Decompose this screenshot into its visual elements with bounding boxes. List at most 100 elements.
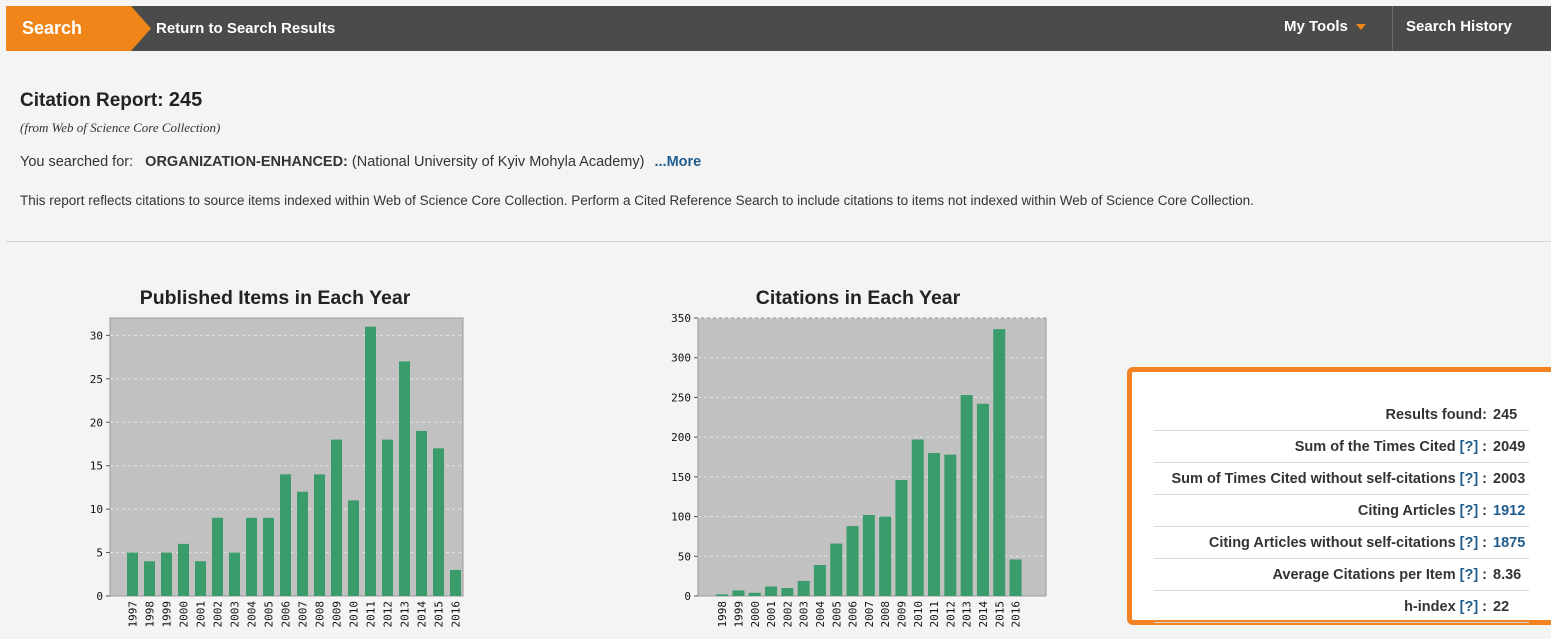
searched-value: (National University of Kyiv Mohyla Acad… [351, 154, 645, 170]
x-tick-label-2013: 2013 [399, 601, 412, 628]
stat-label: Results found: [1385, 406, 1488, 423]
citation-stats-table: Results found: 245 Sum of the Times Cited[… [1154, 399, 1529, 623]
bar-2016 [1009, 559, 1022, 596]
x-tick-label-2001: 2001 [195, 601, 208, 628]
bar-2012 [944, 454, 957, 596]
y-tick-label: 10 [90, 503, 103, 516]
x-tick-label-2016: 2016 [1010, 601, 1023, 628]
x-tick-label-2012: 2012 [944, 601, 957, 628]
search-history-link[interactable]: Search History [1406, 18, 1512, 35]
more-link[interactable]: ...More [654, 154, 702, 170]
help-link[interactable]: [?] [1459, 470, 1479, 487]
stat-value: 22 [1493, 598, 1510, 615]
x-tick-label-2010: 2010 [348, 601, 361, 628]
bar-2011 [365, 326, 376, 596]
stat-row: Results found: 245 [1154, 399, 1529, 431]
x-tick-label-1999: 1999 [161, 601, 174, 628]
x-tick-label-2010: 2010 [912, 601, 925, 628]
bar-2000 [178, 543, 189, 596]
x-tick-label-2016: 2016 [450, 601, 463, 628]
bar-2004 [813, 565, 826, 596]
x-tick-label-2003: 2003 [798, 601, 811, 628]
x-tick-label-2002: 2002 [781, 601, 794, 628]
stat-label: Citing Articles without self-citations [1208, 534, 1456, 551]
x-tick-label-2015: 2015 [433, 601, 446, 628]
bar-2009 [331, 439, 342, 596]
bar-2005 [830, 543, 843, 596]
section-divider [6, 241, 1551, 242]
my-tools-label: My Tools [1284, 18, 1348, 35]
x-tick-label-2007: 2007 [297, 601, 310, 628]
y-tick-label: 300 [671, 352, 691, 365]
bar-2003 [797, 580, 810, 596]
y-tick-label: 15 [90, 460, 103, 473]
help-link[interactable]: [?] [1459, 502, 1479, 519]
bar-2009 [895, 480, 908, 596]
bar-2008 [314, 474, 325, 596]
bar-2014 [976, 403, 989, 596]
published-items-chart-title: Published Items in Each Year [139, 287, 411, 309]
stat-label: h-index [1404, 598, 1456, 615]
bar-2008 [879, 516, 892, 596]
report-title-label: Citation Report: [20, 90, 164, 111]
bar-1998 [716, 594, 729, 596]
x-tick-label-2004: 2004 [814, 601, 827, 628]
x-tick-label-2012: 2012 [382, 601, 395, 628]
x-tick-label-2007: 2007 [863, 601, 876, 628]
y-tick-label: 100 [671, 511, 691, 524]
source-note: (from Web of Science Core Collection) [20, 120, 221, 135]
search-tab[interactable]: Search [6, 6, 151, 51]
stat-separator: : [1482, 534, 1487, 551]
stat-label: Sum of the Times Cited [1294, 438, 1456, 455]
stat-value[interactable]: 1875 [1493, 534, 1526, 551]
y-tick-label: 5 [96, 547, 103, 560]
y-tick-label: 20 [90, 416, 103, 429]
x-tick-label-2003: 2003 [229, 601, 242, 628]
stat-row: h-index [?]:22 [1154, 591, 1529, 623]
x-tick-label-2014: 2014 [977, 601, 990, 628]
help-link[interactable]: [?] [1459, 438, 1479, 455]
bar-2001 [195, 561, 206, 596]
bar-2014 [416, 430, 427, 596]
x-tick-label-2000: 2000 [749, 601, 762, 628]
x-tick-label-1998: 1998 [144, 601, 157, 628]
bar-2011 [928, 453, 941, 596]
x-tick-label-2009: 2009 [331, 601, 344, 628]
stat-separator: : [1482, 438, 1487, 455]
stat-value[interactable]: 1912 [1493, 502, 1526, 519]
x-tick-label-2005: 2005 [830, 601, 843, 628]
page-title: Citation Report: 245 [20, 89, 202, 112]
stat-label: Average Citations per Item [1272, 566, 1456, 583]
stat-row: Sum of Times Cited without self-citation… [1154, 463, 1529, 495]
bar-2015 [993, 329, 1006, 596]
y-tick-label: 200 [671, 431, 691, 444]
x-tick-label-2001: 2001 [765, 601, 778, 628]
bar-2006 [280, 474, 291, 596]
bar-1997 [127, 552, 138, 596]
stat-label: Citing Articles [1357, 502, 1456, 519]
report-note: This report reflects citations to source… [20, 193, 1254, 208]
x-tick-label-2006: 2006 [280, 601, 293, 628]
help-link[interactable]: [?] [1459, 566, 1479, 583]
citations-chart-title: Citations in Each Year [755, 287, 961, 309]
bar-1999 [161, 552, 172, 596]
bar-2015 [433, 448, 444, 596]
y-tick-label: 25 [90, 373, 103, 386]
y-tick-label: 0 [96, 590, 103, 603]
bar-1998 [144, 561, 155, 596]
help-link[interactable]: [?] [1459, 598, 1479, 615]
x-tick-label-2006: 2006 [847, 601, 860, 628]
return-to-search-results-link[interactable]: Return to Search Results [156, 20, 336, 37]
x-tick-label-2011: 2011 [928, 601, 941, 628]
search-summary: You searched for: ORGANIZATION-ENHANCED:… [20, 154, 701, 170]
my-tools-menu[interactable]: My Tools [1284, 18, 1366, 35]
x-tick-label-1999: 1999 [732, 601, 745, 628]
top-nav-bar: Search Return to Search Results My Tools… [6, 6, 1551, 51]
x-tick-label-2008: 2008 [879, 601, 892, 628]
stat-separator: : [1482, 470, 1487, 487]
y-tick-label: 250 [671, 391, 691, 404]
help-link[interactable]: [?] [1459, 534, 1479, 551]
stat-value: 2049 [1493, 438, 1526, 455]
x-tick-label-2005: 2005 [263, 601, 276, 628]
